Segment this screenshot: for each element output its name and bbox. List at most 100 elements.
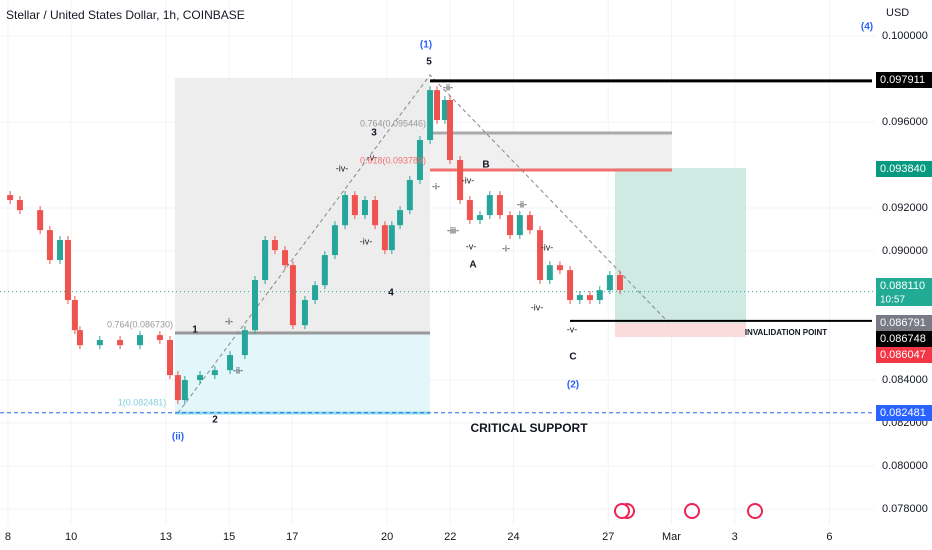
candle [96, 340, 103, 346]
candle [156, 335, 163, 341]
annotation: 1(0.082481) [118, 397, 167, 407]
candle [372, 200, 379, 226]
candle [507, 215, 514, 236]
candle [567, 270, 574, 301]
y-tick-label: 0.096000 [882, 116, 928, 128]
candle [606, 275, 613, 291]
candle [388, 225, 395, 251]
price-tag-label: 0.088110 [880, 280, 925, 292]
annotation: A [469, 260, 476, 271]
price-tag [876, 161, 932, 177]
y-tick-label: 0.090000 [882, 245, 928, 257]
annotation: -iv- [336, 163, 349, 173]
candle [136, 335, 143, 346]
wave-trend [177, 74, 669, 414]
event-icon [747, 503, 763, 519]
price-tag [876, 72, 932, 88]
x-tick-label: 6 [826, 531, 832, 543]
candle [16, 200, 23, 211]
candle [167, 340, 174, 376]
stop-box [615, 323, 746, 337]
annotation: -v- [466, 241, 477, 251]
price-tag [876, 347, 932, 363]
price-tag-label: 0.093840 [880, 163, 926, 175]
candle [76, 330, 83, 346]
chart-title: Stellar / United States Dollar, 1h, COIN… [6, 8, 245, 22]
annotation: 0.618(0.093789) [360, 155, 426, 165]
retrace-box [430, 133, 672, 170]
annotation: C [569, 352, 576, 363]
candle [57, 240, 64, 261]
x-tick-label: 8 [5, 531, 11, 543]
price-tag-label: 0.086047 [880, 349, 926, 361]
candle [227, 355, 234, 371]
candle [46, 230, 53, 261]
currency: USD [886, 7, 909, 19]
candle [351, 195, 358, 216]
candle [381, 225, 388, 251]
candle [446, 100, 453, 161]
candle [331, 225, 338, 256]
candle [174, 375, 181, 401]
candle [516, 215, 523, 236]
x-tick-label: 20 [381, 531, 393, 543]
target-box [615, 168, 746, 323]
annotation: 0.764(0.095446) [360, 118, 426, 128]
candle [486, 195, 493, 216]
price-tag [876, 278, 932, 294]
candle [434, 90, 441, 121]
annotation: -v- [567, 324, 578, 334]
candle [271, 240, 278, 251]
annotation: -ii- [233, 365, 243, 375]
x-tick-label: 27 [602, 531, 614, 543]
candle [342, 195, 349, 226]
price-tag [876, 315, 932, 331]
candle [496, 195, 503, 216]
annotation: -ii- [443, 82, 453, 92]
candle [397, 210, 404, 226]
candle [117, 340, 124, 346]
event-icon [684, 503, 700, 519]
annotation: 4 [388, 288, 394, 299]
candle [616, 275, 623, 291]
candle [321, 255, 328, 286]
candle [181, 380, 188, 401]
candle [301, 300, 308, 326]
annotation: -iv- [462, 175, 475, 185]
x-tick-label: 15 [223, 531, 235, 543]
candle [537, 230, 544, 281]
candle [576, 295, 583, 301]
price-tag-label: 0.086791 [880, 317, 926, 329]
x-tick-label: 22 [444, 531, 456, 543]
countdown: 10:57 [880, 295, 905, 306]
annotation: -iv- [360, 236, 373, 246]
price-tag [876, 331, 932, 347]
candle [289, 265, 296, 326]
candle [586, 295, 593, 301]
annotation: 2 [212, 415, 218, 426]
annotation: CRITICAL SUPPORT [470, 421, 588, 435]
annotation: 0.764(0.086730) [107, 319, 173, 329]
annotation: (4) [861, 22, 873, 33]
candle [241, 330, 248, 356]
annotation: -iv- [541, 242, 554, 252]
candle [427, 90, 434, 141]
annotation: (2) [567, 380, 579, 391]
candle [457, 160, 464, 201]
annotation: -i- [225, 316, 233, 326]
price-tag [876, 405, 932, 421]
x-tick-label: 3 [732, 531, 738, 543]
annotation: -iv- [531, 302, 544, 312]
candle [556, 265, 563, 271]
candle [416, 140, 423, 181]
candle [37, 210, 44, 231]
candle [71, 300, 78, 331]
candle [312, 285, 319, 301]
price-tag-label: 0.086748 [880, 333, 926, 345]
y-tick-label: 0.084000 [882, 374, 928, 386]
x-tick-label: Mar [662, 531, 681, 543]
candle [64, 240, 71, 301]
candle [211, 370, 218, 376]
x-tick-label: 10 [65, 531, 77, 543]
